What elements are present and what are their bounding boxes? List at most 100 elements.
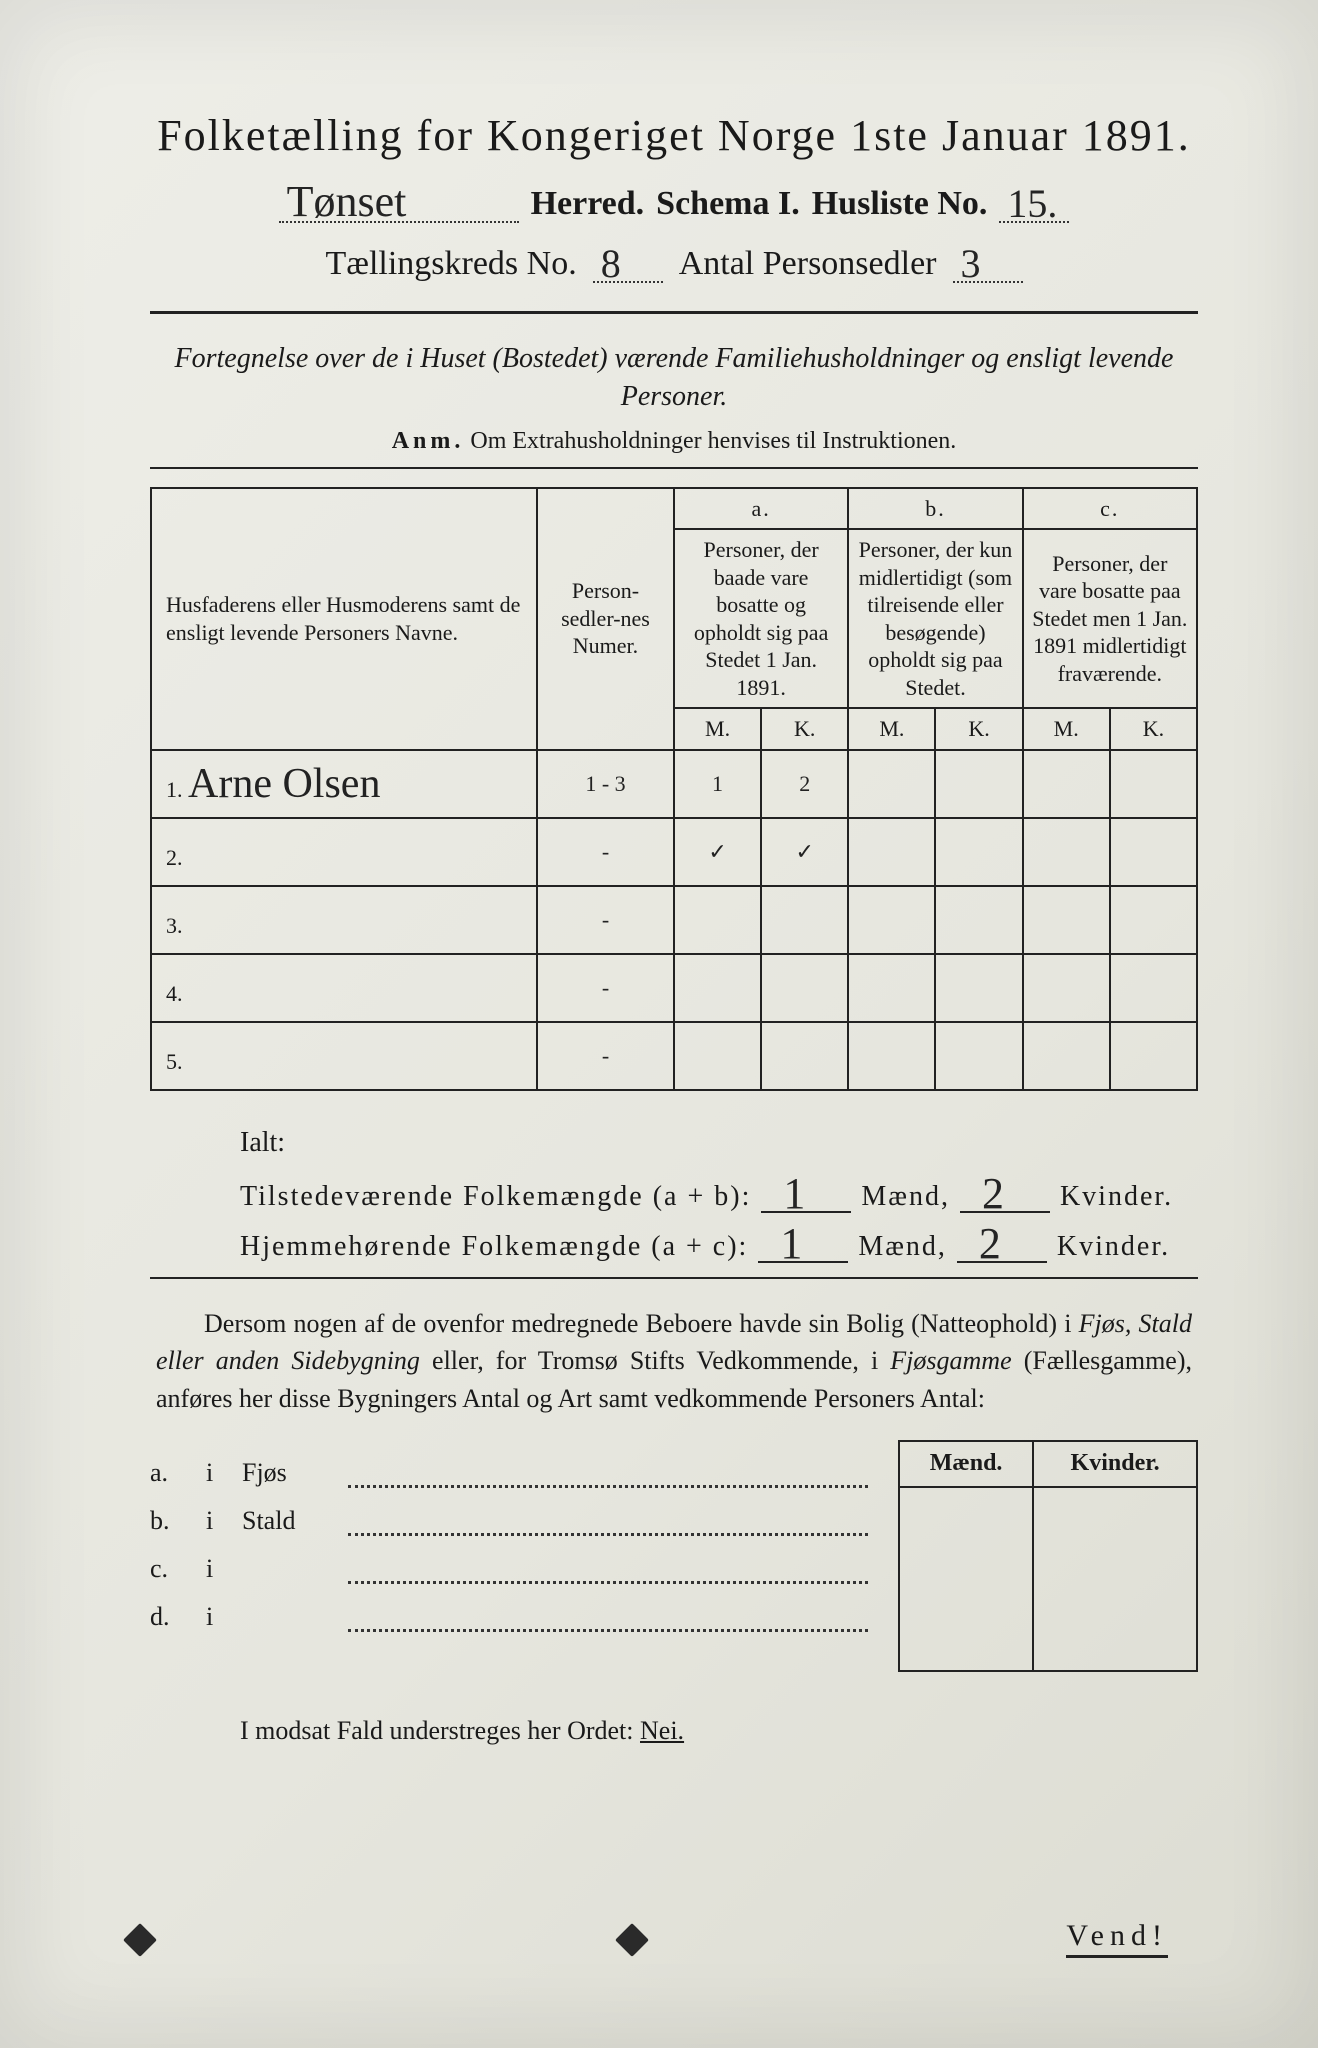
pin-mark-icon [615, 1923, 649, 1957]
header-line-2: Tællingskreds No. 8 Antal Personsedler 3 [150, 243, 1198, 283]
cell-a-m [674, 1022, 761, 1090]
cell-a-k [761, 954, 848, 1022]
ialt-heading: Ialt: [240, 1127, 1198, 1159]
bygning-item: b.iStald [150, 1488, 868, 1536]
sum-ac-label: Hjemmehørende Folkemængde (a + c): [240, 1231, 748, 1263]
cell-c-k [1110, 886, 1197, 954]
cell-a-m: ✓ [674, 818, 761, 886]
bygning-lbl: d. [150, 1602, 190, 1632]
bygning-lbl: c. [150, 1554, 190, 1584]
th-a-text: Personer, der baade vare bosatte og opho… [674, 529, 848, 708]
side-cell [1033, 1533, 1197, 1579]
nei-pre: I modsat Fald understreges her Ordet: [240, 1716, 634, 1745]
schema-label: Schema I. [656, 185, 800, 223]
bygning-lbl: b. [150, 1506, 190, 1536]
side-cell [899, 1579, 1033, 1625]
sum-ac-k-slot: 2 [957, 1227, 1047, 1263]
sum-ab-m-slot: 1 [761, 1177, 851, 1213]
side-cell [899, 1533, 1033, 1579]
husliste-no: 15. [1007, 180, 1057, 227]
bygning-word: Fjøs [242, 1458, 332, 1488]
bygning-list: a. i Fjøsb.iStaldc.i d. i [150, 1440, 868, 1632]
sum-ab-m: 1 [783, 1168, 807, 1219]
cell-name: 5. [151, 1022, 537, 1090]
cell-name: 4. [151, 954, 537, 1022]
th-a-k: K. [761, 708, 848, 750]
cell-a-k: 2 [761, 750, 848, 818]
table-row: 2. -✓✓ [151, 818, 1197, 886]
cell-b-m [848, 954, 935, 1022]
side-th-m: Mænd. [899, 1441, 1033, 1487]
cell-a-k [761, 1022, 848, 1090]
bygning-dots [348, 1608, 868, 1632]
th-names: Husfaderens eller Husmoderens samt de en… [151, 488, 537, 750]
cell-name: 3. [151, 886, 537, 954]
cell-c-m [1023, 818, 1110, 886]
bygning-dots [348, 1464, 868, 1488]
anm-line: Anm. Om Extrahusholdninger henvises til … [150, 428, 1198, 455]
cell-b-m [848, 886, 935, 954]
cell-c-m [1023, 954, 1110, 1022]
ialt-block: Ialt: Tilstedeværende Folkemængde (a + b… [240, 1127, 1198, 1263]
cell-numer: - [537, 1022, 674, 1090]
th-c-head: c. [1023, 488, 1197, 530]
antal-field: 3 [953, 243, 1023, 283]
th-b-k: K. [935, 708, 1022, 750]
antal-label: Antal Personsedler [679, 245, 937, 283]
th-c-text: Personer, der vare bosatte paa Stedet me… [1023, 529, 1197, 708]
antal-no: 3 [961, 240, 981, 287]
side-cell [899, 1625, 1033, 1671]
anm-text: Om Extrahusholdninger henvises til Instr… [470, 428, 956, 454]
cell-name: 2. [151, 818, 537, 886]
nei-word: Nei. [640, 1716, 684, 1745]
rule-3 [150, 1277, 1198, 1279]
census-form-page: Folketælling for Kongeriget Norge 1ste J… [0, 0, 1318, 2048]
census-table-head: Husfaderens eller Husmoderens samt de en… [151, 488, 1197, 750]
sum-ab-label: Tilstedeværende Folkemængde (a + b): [240, 1181, 751, 1213]
bygning-i: i [206, 1458, 226, 1488]
kreds-field: 8 [593, 243, 663, 283]
header-line-1: Tønset Herred. Schema I. Husliste No. 15… [150, 183, 1198, 223]
table-row: 3. - [151, 886, 1197, 954]
cell-a-m: 1 [674, 750, 761, 818]
cell-a-m [674, 954, 761, 1022]
kreds-no: 8 [601, 240, 621, 287]
side-cell [1033, 1625, 1197, 1671]
pin-mark-icon [123, 1923, 157, 1957]
sum-ab-k-slot: 2 [960, 1177, 1050, 1213]
sum-ac-m: 1 [780, 1218, 804, 1269]
bygning-item: d. i [150, 1584, 868, 1632]
side-cell [1033, 1487, 1197, 1533]
sum-line-ac: Hjemmehørende Folkemængde (a + c): 1 Mæn… [240, 1227, 1198, 1263]
herred-label: Herred. [531, 185, 645, 223]
sum-ac-m-slot: 1 [758, 1227, 848, 1263]
census-table: Husfaderens eller Husmoderens samt de en… [150, 487, 1198, 1091]
sum-ac-kvinder: Kvinder. [1057, 1231, 1170, 1263]
th-b-m: M. [848, 708, 935, 750]
husliste-label: Husliste No. [812, 185, 988, 223]
sum-line-ab: Tilstedeværende Folkemængde (a + b): 1 M… [240, 1177, 1198, 1213]
cell-b-m [848, 750, 935, 818]
table-row: 1. Arne Olsen1 - 312 [151, 750, 1197, 818]
th-c-m: M. [1023, 708, 1110, 750]
sum-ab-k: 2 [982, 1168, 1006, 1219]
bygning-lbl: a. [150, 1458, 190, 1488]
cell-a-k: ✓ [761, 818, 848, 886]
nei-line: I modsat Fald understreges her Ordet: Ne… [240, 1716, 1198, 1746]
cell-c-k [1110, 1022, 1197, 1090]
table-row: 5. - [151, 1022, 1197, 1090]
bygning-i: i [206, 1602, 226, 1632]
cell-b-k [935, 886, 1022, 954]
side-cell [899, 1487, 1033, 1533]
cell-numer: 1 - 3 [537, 750, 674, 818]
bygning-dots [348, 1560, 868, 1584]
rule-1 [150, 311, 1198, 314]
cell-b-k [935, 818, 1022, 886]
th-b-head: b. [848, 488, 1022, 530]
bygning-item: c.i [150, 1536, 868, 1584]
bygning-row: a.iFjøsb.iStaldc.id.i Mænd. Kvinder. [150, 1440, 1198, 1672]
kreds-label: Tællingskreds No. [326, 245, 577, 283]
rule-2 [150, 467, 1198, 469]
side-cell [1033, 1579, 1197, 1625]
herred-handwritten: Tønset [287, 176, 407, 227]
